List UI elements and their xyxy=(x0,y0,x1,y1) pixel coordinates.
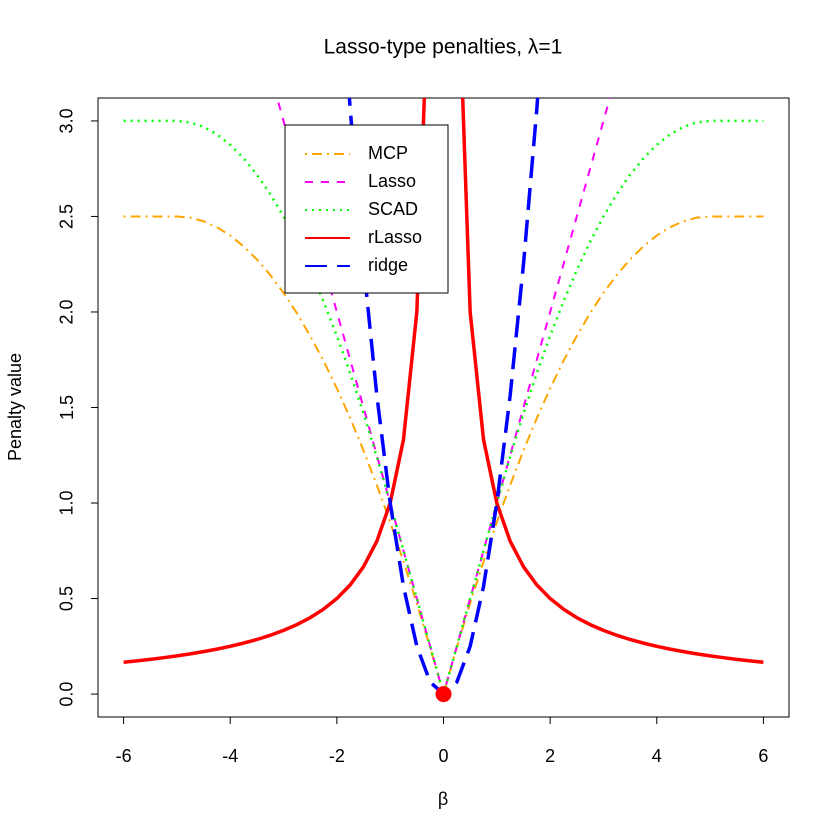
x-tick-label: -2 xyxy=(329,746,345,766)
legend-box xyxy=(284,124,449,294)
plot-area xyxy=(123,98,764,703)
x-tick-label: 6 xyxy=(758,746,768,766)
legend-label: rLasso xyxy=(368,227,422,247)
x-tick-label: 2 xyxy=(545,746,555,766)
y-tick-label: 1.5 xyxy=(57,395,77,420)
y-tick-label: 1.0 xyxy=(57,491,77,516)
y-tick-label: 2.5 xyxy=(57,204,77,229)
x-tick-label: -4 xyxy=(222,746,238,766)
chart-title: Lasso-type penalties, λ=1 xyxy=(324,36,563,59)
y-tick-label: 0.5 xyxy=(57,586,77,611)
legend-label: MCP xyxy=(368,143,408,163)
x-tick-label: 0 xyxy=(438,746,448,766)
x-tick-label: 4 xyxy=(652,746,662,766)
y-tick-label: 3.0 xyxy=(57,108,77,133)
y-axis-label: Penalty value xyxy=(5,353,25,461)
y-tick-label: 2.0 xyxy=(57,299,77,324)
point xyxy=(435,686,452,703)
y-tick-label: 0.0 xyxy=(57,682,77,707)
legend-label: ridge xyxy=(368,255,408,275)
x-tick-label: -6 xyxy=(116,746,132,766)
line-series xyxy=(123,98,764,664)
legend-label: SCAD xyxy=(368,199,418,219)
legend-label: Lasso xyxy=(368,171,416,191)
x-axis-label: β xyxy=(438,789,448,809)
